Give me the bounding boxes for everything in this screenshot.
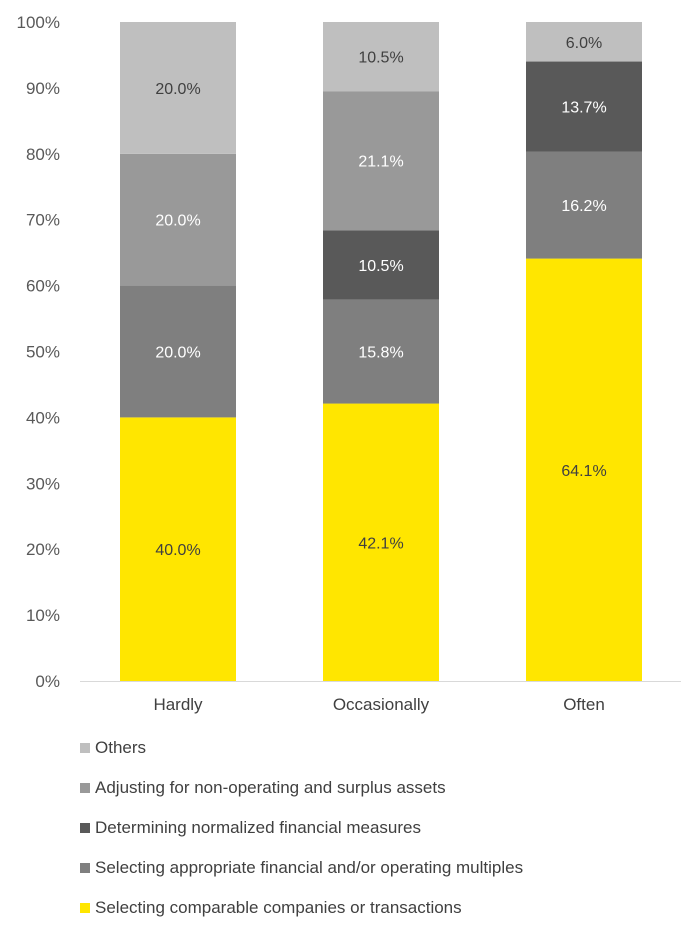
stacked-bar-chart: 0% 10% 20% 30% 40% 50% 60% 70% 80% 90% 100% 40.0% 20… — [17, 13, 681, 714]
legend-label: Adjusting for non-operating and surplus … — [95, 778, 446, 797]
data-label: 16.2% — [561, 198, 606, 215]
bar-segment — [120, 22, 236, 154]
legend-item: Determining normalized financial measure… — [80, 808, 523, 848]
y-tick-label: 90% — [26, 79, 60, 98]
bar-segment — [323, 22, 439, 92]
bar-segment — [120, 285, 236, 418]
y-tick-label: 20% — [26, 540, 60, 559]
category-label: Occasionally — [333, 695, 430, 714]
y-tick-label: 30% — [26, 474, 60, 493]
legend-item: Selecting appropriate financial and/or o… — [80, 848, 523, 888]
y-tick-label: 100% — [17, 13, 60, 32]
y-tick-label: 80% — [26, 145, 60, 164]
legend-swatch — [80, 903, 90, 913]
legend-label: Selecting appropriate financial and/or o… — [95, 858, 524, 877]
data-label: 20.0% — [155, 345, 200, 362]
legend-item: Others — [80, 728, 523, 768]
data-label: 13.7% — [561, 100, 606, 117]
data-label: 6.0% — [566, 35, 602, 52]
legend-label: Determining normalized financial measure… — [95, 818, 421, 837]
y-tick-label: 60% — [26, 277, 60, 296]
data-label: 15.8% — [358, 345, 403, 362]
legend-label: Others — [95, 738, 147, 757]
data-label: 10.5% — [358, 258, 403, 275]
category-label: Often — [563, 695, 605, 714]
y-tick-label: 70% — [26, 211, 60, 230]
legend-swatch — [80, 783, 90, 793]
y-tick-label: 0% — [35, 672, 60, 691]
bar-segment — [120, 153, 236, 286]
bar-segment — [526, 151, 642, 259]
bar-segment — [120, 417, 236, 681]
bar-segment — [323, 230, 439, 300]
bar-segment — [323, 299, 439, 404]
legend-swatch — [80, 743, 90, 753]
data-label: 42.1% — [358, 535, 403, 552]
data-label: 10.5% — [358, 50, 403, 67]
data-label: 20.0% — [155, 81, 200, 98]
bar-segment — [526, 22, 642, 62]
bar-segment — [526, 61, 642, 152]
bar-segment — [526, 258, 642, 681]
category-label: Hardly — [153, 695, 203, 714]
legend-swatch — [80, 823, 90, 833]
y-tick-label: 40% — [26, 408, 60, 427]
y-tick-label: 50% — [26, 343, 60, 362]
data-label: 40.0% — [155, 542, 200, 559]
bar-segment — [323, 91, 439, 231]
bar-segment — [323, 403, 439, 681]
legend-item: Selecting comparable companies or transa… — [80, 888, 523, 928]
data-label: 20.0% — [155, 213, 200, 230]
y-tick-label: 10% — [26, 606, 60, 625]
legend-label: Selecting comparable companies or transa… — [95, 898, 462, 917]
legend-swatch — [80, 863, 90, 873]
legend-item: Adjusting for non-operating and surplus … — [80, 768, 523, 808]
data-label: 64.1% — [561, 463, 606, 480]
data-label: 21.1% — [358, 154, 403, 171]
chart-legend: Others Adjusting for non-operating and su… — [80, 728, 523, 928]
